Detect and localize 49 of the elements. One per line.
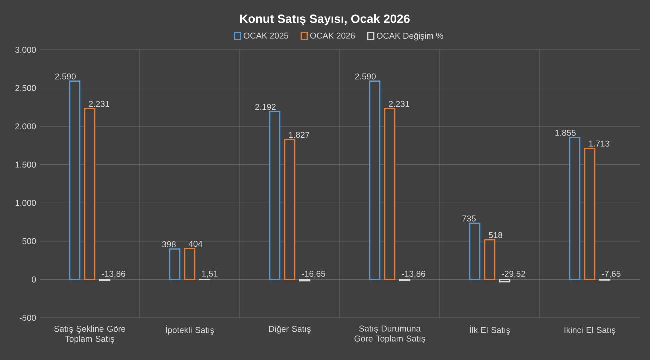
x-tick-label: Satış Durumuna Göre Toplam Satış <box>354 326 426 344</box>
bar <box>499 279 511 283</box>
bar <box>84 108 96 280</box>
data-label: 518 <box>489 232 503 238</box>
bar <box>369 80 381 280</box>
x-tick-label: İpotekli Satış <box>166 326 214 335</box>
data-label: 1.855 <box>556 130 576 136</box>
y-tick-label: 1.500 <box>16 162 36 168</box>
data-label: -7,65 <box>602 271 621 278</box>
y-tick-label: -500 <box>20 315 36 322</box>
x-tick-label: İlk El Satış <box>470 326 510 335</box>
legend-label: OCAK Değişim % <box>377 32 444 41</box>
data-label: 404 <box>188 241 203 248</box>
bar <box>569 137 581 280</box>
bar <box>584 148 596 280</box>
y-tick-label: 3.000 <box>16 47 36 54</box>
data-label: 1.827 <box>289 132 310 138</box>
bar <box>169 248 181 280</box>
chart-title: Konut Satış Sayısı, Ocak 2026 <box>240 14 410 26</box>
data-label: 1,51 <box>202 270 218 278</box>
bar <box>484 239 496 280</box>
data-label: 1.713 <box>589 140 610 147</box>
data-label: 2.231 <box>389 101 410 108</box>
data-label: -13,86 <box>102 271 126 278</box>
data-label: 398 <box>162 242 176 248</box>
data-label: 2.590 <box>55 74 76 80</box>
data-label: -13,86 <box>402 271 426 278</box>
x-tick-label: Diğer Satış <box>269 326 311 334</box>
data-label: 735 <box>462 216 476 222</box>
y-tick-label: 0 <box>32 276 36 283</box>
data-label: -29,52 <box>502 271 526 278</box>
bar <box>469 222 481 280</box>
data-label: 2.590 <box>355 74 376 80</box>
data-label: 2.192 <box>255 104 276 110</box>
y-tick-label: 2.000 <box>16 124 36 130</box>
data-label: 2.231 <box>89 101 110 108</box>
x-tick-label: Satış Şekline Göre Toplam Satış <box>54 326 126 344</box>
y-tick-label: 500 <box>22 238 36 244</box>
legend-label: OCAK 2026 <box>310 32 356 39</box>
bar <box>269 111 281 280</box>
data-label: -16,65 <box>302 271 326 278</box>
legend-label: OCAK 2025 <box>244 32 289 39</box>
y-tick-label: 1.000 <box>16 200 36 206</box>
x-tick-label: İkinci El Satış <box>564 326 616 335</box>
y-tick-label: 2.500 <box>16 85 36 92</box>
bar <box>284 139 296 280</box>
bar <box>69 80 81 280</box>
bar <box>184 248 196 280</box>
bar <box>384 108 396 280</box>
